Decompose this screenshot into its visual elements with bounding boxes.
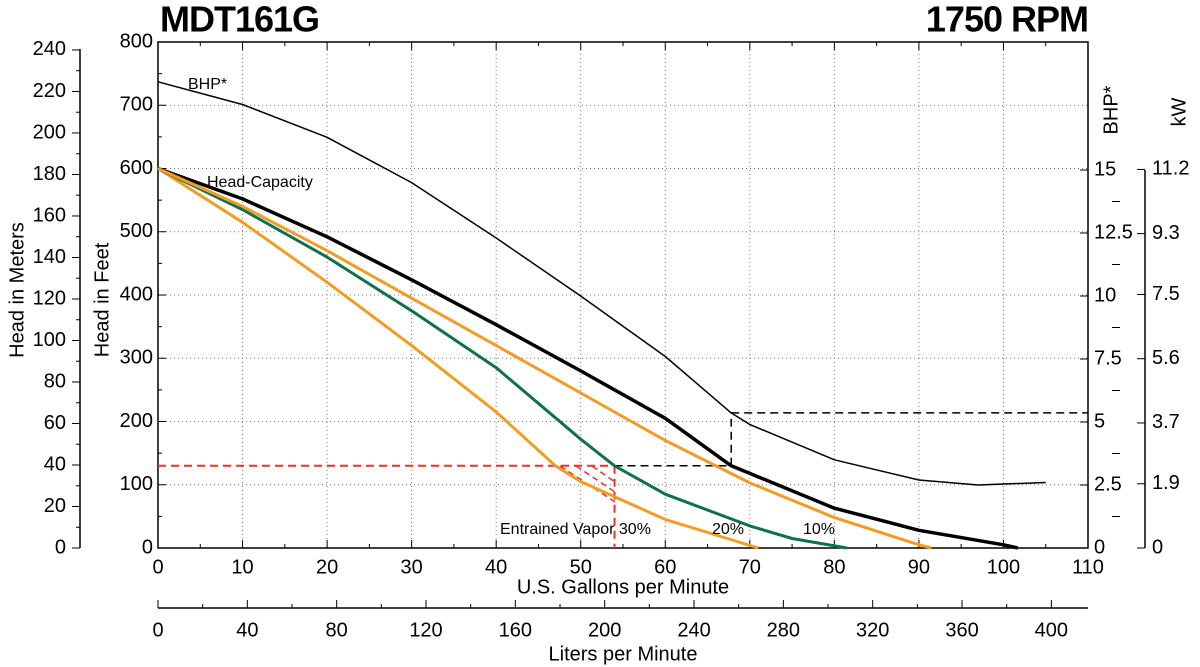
meters-tick-label: 40: [44, 453, 66, 475]
liters-tick-label: 40: [236, 619, 258, 641]
series-line: [157, 167, 759, 550]
series-label: Head-Capacity: [207, 174, 313, 191]
meters-axis-title: Head in Meters: [6, 222, 28, 358]
kw-tick-label: 11.2: [1152, 158, 1189, 180]
series-line: [157, 81, 1046, 486]
x-tick-label: 0: [152, 556, 163, 578]
chart-subtitle: 1750 RPM: [926, 0, 1088, 40]
y2-tick-label: 15: [1094, 158, 1116, 180]
meters-tick-label: 0: [55, 536, 66, 558]
series-label: 10%: [803, 521, 835, 538]
kw-tick-label: 9.3: [1152, 222, 1180, 244]
series-line: [157, 167, 932, 550]
x-axis-title: U.S. Gallons per Minute: [517, 576, 729, 598]
chart-title: MDT161G: [160, 0, 319, 40]
x-tick-label: 90: [908, 556, 930, 578]
meters-tick-label: 120: [33, 287, 66, 309]
series-label: BHP*: [188, 76, 227, 93]
liters-tick-label: 240: [677, 619, 710, 641]
kw-tick-label: 0: [1152, 536, 1163, 558]
kw-tick-label: 3.7: [1152, 411, 1180, 433]
meters-tick-label: 160: [33, 204, 66, 226]
y-tick-label: 0: [142, 536, 153, 558]
meters-tick-label: 80: [44, 370, 66, 392]
y2-tick-label: 7.5: [1094, 347, 1122, 369]
meters-tick-label: 140: [33, 246, 66, 268]
y2-tick-label: 10: [1094, 284, 1116, 306]
y-tick-label: 600: [120, 157, 153, 179]
meters-tick-label: 20: [44, 495, 66, 517]
y-tick-label: 300: [120, 347, 153, 369]
x-tick-label: 70: [739, 556, 761, 578]
liters-tick-label: 280: [767, 619, 800, 641]
kw-tick-label: 1.9: [1152, 472, 1180, 494]
series-label: 20%: [712, 521, 744, 538]
liters-tick-label: 400: [1035, 619, 1068, 641]
meters-tick-label: 220: [33, 80, 66, 102]
x-tick-label: 50: [570, 556, 592, 578]
hatch-line: [575, 465, 616, 493]
meters-tick-label: 200: [33, 121, 66, 143]
liters-tick-label: 80: [326, 619, 348, 641]
liters-tick-label: 120: [409, 619, 442, 641]
y2-axis-title: BHP*: [1100, 85, 1122, 134]
x-tick-label: 100: [987, 556, 1020, 578]
meters-tick-label: 180: [33, 163, 66, 185]
liters-axis-title: Liters per Minute: [549, 643, 698, 665]
liters-tick-label: 360: [945, 619, 978, 641]
x-tick-label: 60: [654, 556, 676, 578]
kw-axis-title: kW: [1168, 97, 1190, 126]
x-tick-label: 80: [823, 556, 845, 578]
meters-tick-label: 100: [33, 329, 66, 351]
y-tick-label: 500: [120, 220, 153, 242]
x-tick-label: 30: [401, 556, 423, 578]
liters-tick-label: 160: [499, 619, 532, 641]
y2-tick-label: 12.5: [1094, 221, 1133, 243]
y2-tick-label: 0: [1094, 536, 1105, 558]
y-tick-label: 800: [120, 30, 153, 52]
x-tick-label: 110: [1072, 556, 1104, 578]
y-tick-label: 100: [120, 473, 153, 495]
y2-tick-label: 5: [1094, 410, 1105, 432]
liters-tick-label: 0: [152, 619, 163, 641]
x-tick-label: 20: [316, 556, 338, 578]
x-tick-label: 40: [485, 556, 507, 578]
meters-tick-label: 240: [33, 38, 66, 60]
series-label: Entrained Vapor 30%: [500, 521, 651, 538]
kw-tick-label: 7.5: [1152, 283, 1180, 305]
y-axis-title: Head in Feet: [91, 242, 113, 357]
series-line: [157, 167, 848, 550]
meters-tick-label: 60: [44, 412, 66, 434]
y-tick-label: 200: [120, 410, 153, 432]
kw-tick-label: 5.6: [1152, 347, 1180, 369]
x-tick-label: 10: [231, 556, 253, 578]
y-tick-label: 400: [120, 283, 153, 305]
liters-tick-label: 200: [588, 619, 621, 641]
series-line: [157, 166, 1019, 550]
hatch-line: [591, 465, 616, 483]
liters-tick-label: 320: [856, 619, 889, 641]
y-tick-label: 700: [120, 94, 153, 116]
y2-tick-label: 2.5: [1094, 473, 1122, 495]
